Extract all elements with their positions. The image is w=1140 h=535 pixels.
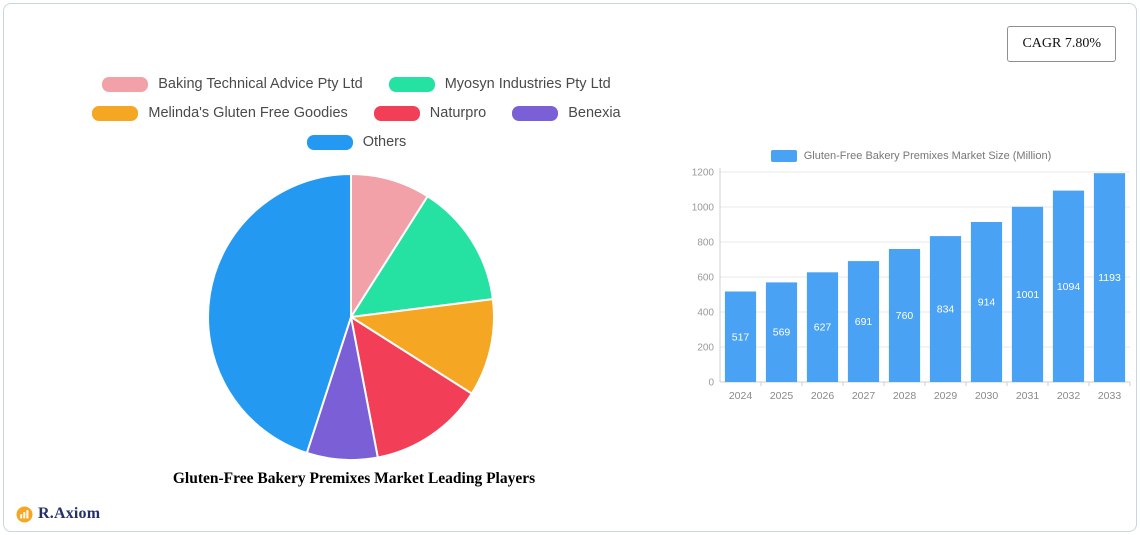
pie-chart-title: Gluten-Free Bakery Premixes Market Leadi… xyxy=(134,470,574,488)
y-tick-label: 200 xyxy=(697,343,714,354)
pie-legend-item[interactable]: Melinda's Gluten Free Goodies xyxy=(92,105,347,121)
x-tick-label: 2026 xyxy=(811,390,835,402)
pie-svg xyxy=(204,170,498,464)
y-tick-label: 600 xyxy=(697,273,714,284)
bar-legend-item[interactable]: Gluten-Free Bakery Premixes Market Size … xyxy=(686,150,1136,162)
x-tick-label: 2025 xyxy=(770,390,794,402)
bar-value-label: 1193 xyxy=(1098,272,1121,284)
pie-legend-item[interactable]: Others xyxy=(307,134,407,150)
legend-swatch xyxy=(389,77,435,92)
y-tick-label: 800 xyxy=(697,238,714,249)
legend-label: Benexia xyxy=(568,105,620,121)
pie-legend: Baking Technical Advice Pty Ltd Myosyn In… xyxy=(69,76,644,150)
y-tick-label: 400 xyxy=(697,308,714,319)
legend-label: Baking Technical Advice Pty Ltd xyxy=(158,76,362,92)
report-card: CAGR 7.80% Baking Technical Advice Pty L… xyxy=(3,3,1137,532)
logo-icon xyxy=(16,506,33,523)
bar-value-label: 914 xyxy=(978,297,996,309)
bar-value-label: 569 xyxy=(773,327,791,339)
pie-legend-item[interactable]: Myosyn Industries Pty Ltd xyxy=(389,76,611,92)
x-tick-label: 2027 xyxy=(852,390,876,402)
logo-text: R.Axiom xyxy=(38,505,100,523)
bar-chart: Gluten-Free Bakery Premixes Market Size … xyxy=(686,150,1136,424)
bar-svg: 0 200 400 600 800 1000 1200 517 2024 569 2025 627 20… xyxy=(686,164,1136,419)
legend-swatch xyxy=(512,106,558,121)
logo: R.Axiom xyxy=(16,505,100,523)
legend-swatch xyxy=(102,77,148,92)
pie-legend-item[interactable]: Naturpro xyxy=(374,105,486,121)
y-tick-label: 1000 xyxy=(692,203,715,214)
bar-value-label: 627 xyxy=(814,322,832,334)
x-tick-label: 2031 xyxy=(1016,390,1040,402)
legend-label: Melinda's Gluten Free Goodies xyxy=(148,105,347,121)
bar-value-label: 834 xyxy=(937,304,955,316)
bar-legend-label: Gluten-Free Bakery Premixes Market Size … xyxy=(804,150,1052,162)
cagr-badge: CAGR 7.80% xyxy=(1007,26,1116,62)
y-tick-label: 1200 xyxy=(692,168,715,179)
legend-label: Others xyxy=(363,134,407,150)
x-tick-label: 2030 xyxy=(975,390,999,402)
x-tick-label: 2028 xyxy=(893,390,917,402)
bar-value-label: 1001 xyxy=(1016,289,1040,301)
legend-swatch xyxy=(92,106,138,121)
legend-swatch xyxy=(307,135,353,150)
x-tick-label: 2024 xyxy=(729,390,753,402)
x-tick-label: 2032 xyxy=(1057,390,1081,402)
bar-value-label: 517 xyxy=(732,331,750,343)
bar-value-label: 1094 xyxy=(1057,281,1081,293)
legend-label: Myosyn Industries Pty Ltd xyxy=(445,76,611,92)
x-tick-label: 2029 xyxy=(934,390,958,402)
pie-legend-item[interactable]: Benexia xyxy=(512,105,620,121)
bar-value-label: 691 xyxy=(855,316,873,328)
legend-label: Naturpro xyxy=(430,105,486,121)
y-tick-label: 0 xyxy=(708,378,714,389)
bar-legend-swatch xyxy=(771,150,797,162)
x-tick-label: 2033 xyxy=(1098,390,1122,402)
pie-legend-item[interactable]: Baking Technical Advice Pty Ltd xyxy=(102,76,362,92)
bar-value-label: 760 xyxy=(896,310,914,322)
legend-swatch xyxy=(374,106,420,121)
